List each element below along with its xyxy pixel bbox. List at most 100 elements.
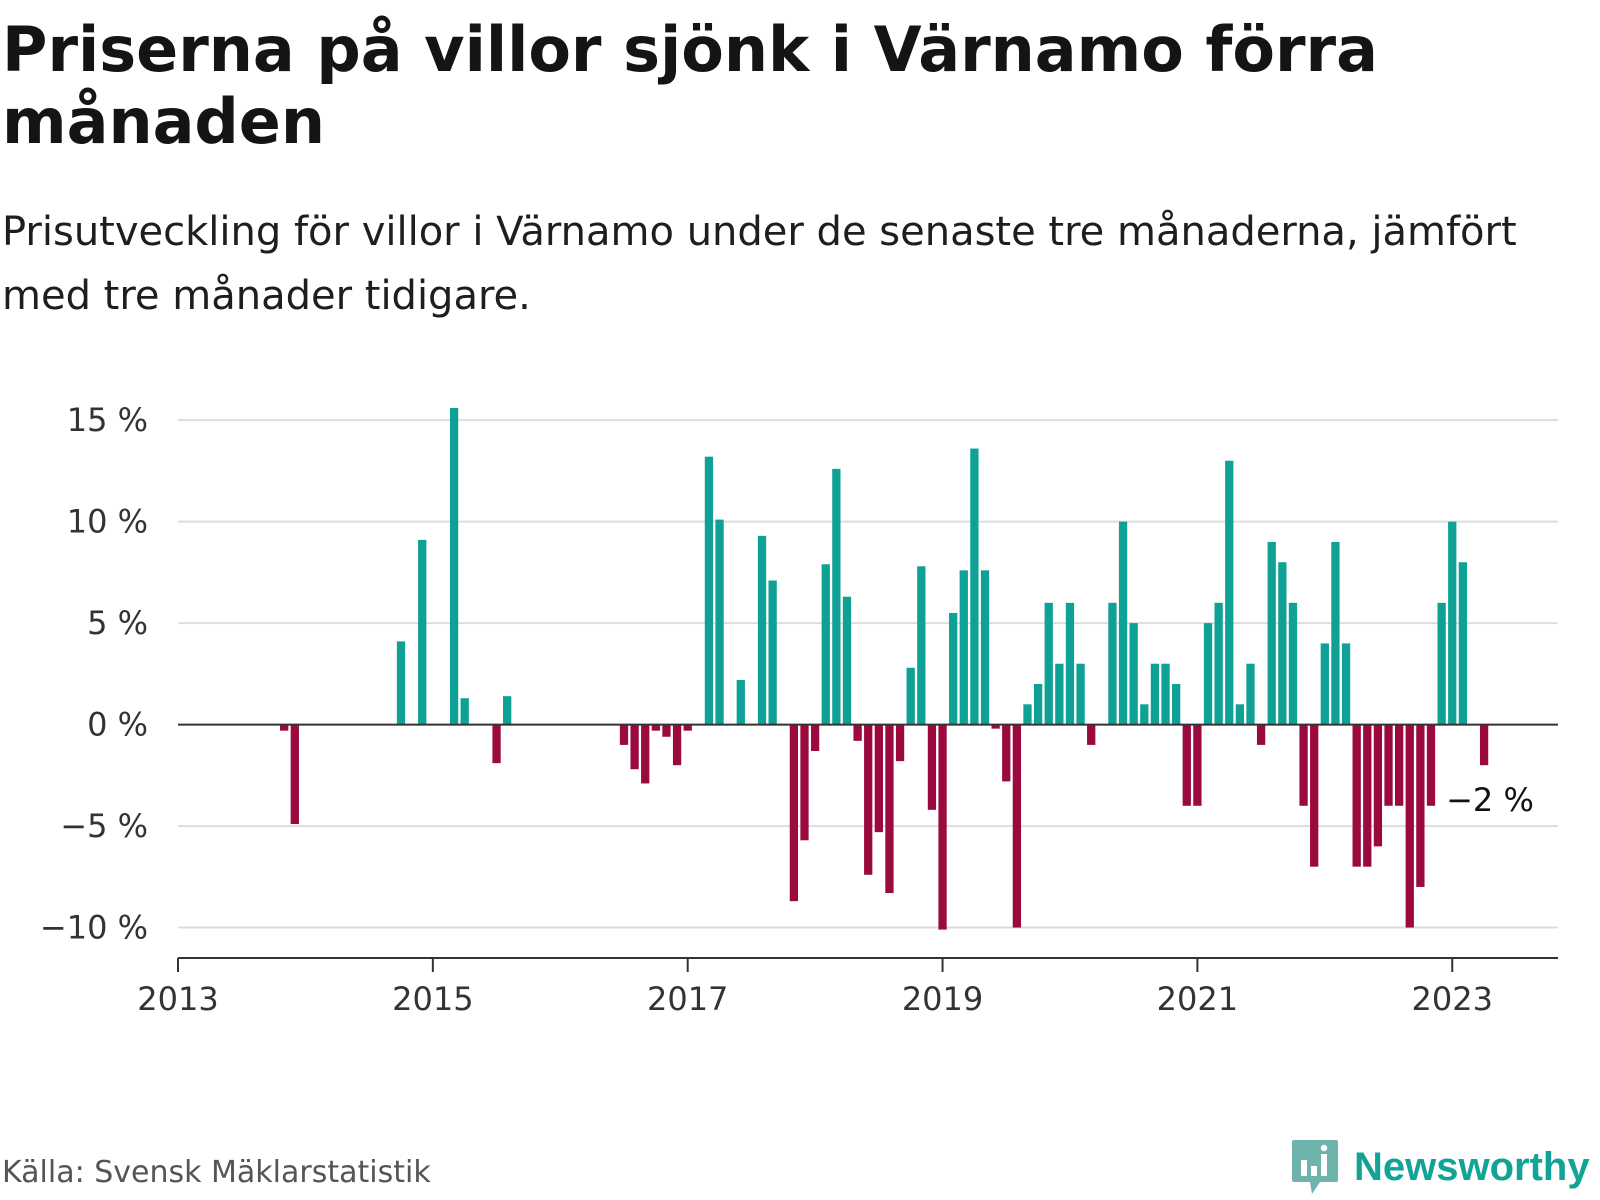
bar <box>683 724 692 731</box>
bar <box>1341 643 1351 725</box>
bar <box>460 698 469 725</box>
bar <box>1118 521 1128 725</box>
bar <box>1161 663 1170 725</box>
bar <box>1150 663 1160 725</box>
bar <box>672 724 682 766</box>
x-tick-label: 2023 <box>1412 980 1493 1018</box>
bar <box>1012 724 1022 928</box>
bar <box>1331 541 1340 725</box>
bar <box>927 724 937 810</box>
bar <box>1458 562 1467 725</box>
bar <box>1373 724 1383 847</box>
bar <box>1363 724 1372 867</box>
bar <box>1225 460 1234 725</box>
bar <box>970 448 979 725</box>
bar <box>1182 724 1191 806</box>
bar <box>1437 602 1446 725</box>
bar <box>1055 663 1064 725</box>
bar <box>874 724 883 833</box>
bar <box>1129 623 1138 725</box>
bar <box>1033 684 1043 725</box>
bar <box>895 724 905 762</box>
chart-subtitle: Prisutveckling för villor i Värnamo unde… <box>2 209 1517 319</box>
bar <box>1140 704 1149 725</box>
bar <box>1310 724 1319 867</box>
bar <box>1023 704 1032 725</box>
bar <box>704 456 714 725</box>
y-tick-label: 0 % <box>87 706 148 744</box>
bar <box>832 468 841 725</box>
y-tick-label: 15 % <box>67 401 148 439</box>
bar <box>630 724 639 770</box>
bar <box>1320 643 1329 725</box>
newsworthy-logo-icon <box>1292 1140 1338 1194</box>
bar <box>1299 724 1308 806</box>
bar <box>853 724 862 741</box>
bar <box>641 724 650 784</box>
bar <box>1108 602 1117 725</box>
source-note: Källa: Svensk Mäklarstatistik <box>2 1155 431 1190</box>
bar <box>1448 521 1457 725</box>
bar <box>949 612 958 725</box>
bar <box>1352 724 1361 867</box>
bar <box>959 570 968 725</box>
x-tick-label: 2013 <box>137 980 218 1018</box>
bar <box>503 696 512 725</box>
x-tick-label: 2017 <box>647 980 728 1018</box>
bar <box>991 724 1000 729</box>
newsworthy-logo: Newsworthy <box>1290 1137 1590 1197</box>
bar <box>842 596 852 725</box>
bar <box>768 580 777 725</box>
bar <box>1384 724 1393 806</box>
bar <box>1076 663 1085 725</box>
tick-labels: 15 % 10 % 5 % 0 % −5 % −10 % 2013 2015 2017 2019 2… <box>40 401 1534 1018</box>
bar <box>1278 562 1287 725</box>
bar <box>396 641 406 725</box>
bar <box>418 539 427 725</box>
bar <box>1214 602 1223 725</box>
bar <box>1246 663 1255 725</box>
y-tick-label: 5 % <box>87 604 148 642</box>
bar <box>980 570 990 725</box>
bar <box>885 724 894 894</box>
bar-chart: 15 % 10 % 5 % 0 % −5 % −10 % 2013 2015 2017 2019 2… <box>40 401 1558 1018</box>
bar <box>917 566 926 725</box>
axes <box>177 723 1558 972</box>
bar <box>1416 724 1425 887</box>
bar <box>1193 724 1202 806</box>
bars <box>280 407 1489 930</box>
bar <box>810 724 820 751</box>
bar <box>1203 623 1213 725</box>
bar <box>1405 724 1414 928</box>
bar <box>789 724 799 902</box>
brand-name: Newsworthy <box>1354 1144 1590 1189</box>
bar <box>1479 724 1489 766</box>
bar <box>800 724 809 841</box>
bar <box>280 724 289 731</box>
bar <box>1044 602 1053 725</box>
bar <box>1256 724 1266 745</box>
bar <box>1002 724 1011 782</box>
y-tick-label: −5 % <box>60 807 148 845</box>
bar <box>1235 704 1245 725</box>
x-tick-label: 2015 <box>392 980 473 1018</box>
bar <box>1288 602 1298 725</box>
y-tick-label: −10 % <box>40 909 148 947</box>
bar <box>1395 724 1404 806</box>
x-tick-label: 2021 <box>1157 980 1238 1018</box>
bar <box>906 667 915 725</box>
bar <box>492 724 501 764</box>
x-tick-label: 2019 <box>902 980 983 1018</box>
bar <box>1267 541 1276 725</box>
bar <box>938 724 947 930</box>
bar <box>1426 724 1436 806</box>
bar <box>662 724 671 737</box>
gridlines <box>178 419 1558 929</box>
bar <box>619 724 629 745</box>
chart-title: Priserna på villor sjönk i Värnamo förra… <box>2 13 1378 158</box>
bar <box>1065 602 1075 725</box>
bar <box>864 724 873 875</box>
bar <box>715 519 724 725</box>
bar <box>821 564 830 725</box>
bar <box>757 535 767 725</box>
